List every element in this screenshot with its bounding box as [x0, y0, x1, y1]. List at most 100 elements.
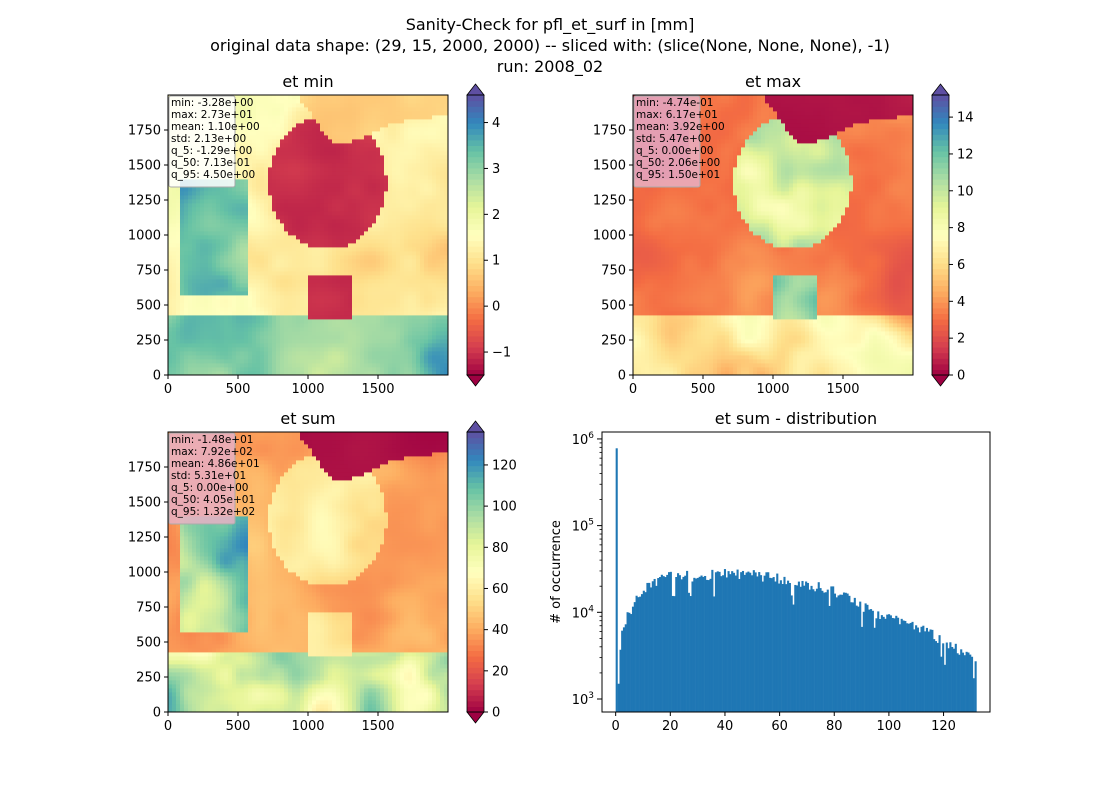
heatmap-cell [172, 239, 177, 244]
heatmap-cell [252, 191, 257, 196]
heatmap-cell [188, 367, 193, 372]
heatmap-cell [304, 207, 309, 212]
heatmap-cell [276, 211, 281, 216]
heatmap-cell [392, 183, 397, 188]
heatmap-cell [352, 279, 357, 284]
heatmap-cell [392, 307, 397, 312]
heatmap-cell [312, 103, 317, 108]
heatmap-cell [444, 263, 449, 268]
heatmap-cell [232, 299, 237, 304]
heatmap-cell [372, 151, 377, 156]
heatmap-cell [360, 323, 365, 328]
heatmap-cell [344, 139, 349, 144]
heatmap-cell [364, 351, 369, 356]
heatmap-cell [176, 335, 181, 340]
heatmap-cell [188, 371, 193, 376]
heatmap-cell [388, 283, 393, 288]
heatmap-cell [364, 115, 369, 120]
heatmap-cell [256, 283, 261, 288]
heatmap-cell [404, 335, 409, 340]
heatmap-cell [284, 199, 289, 204]
heatmap-cell [272, 267, 277, 272]
heatmap-cell [312, 299, 317, 304]
heatmap-cell [428, 111, 433, 116]
heatmap-cell [392, 355, 397, 360]
heatmap-cell [432, 371, 437, 376]
heatmap-cell [360, 207, 365, 212]
heatmap-cell [404, 291, 409, 296]
heatmap-cell [360, 171, 365, 176]
heatmap-cell [444, 351, 449, 356]
heatmap-cell [400, 155, 405, 160]
heatmap-cell [268, 307, 273, 312]
heatmap-cell [288, 103, 293, 108]
heatmap-cell [256, 271, 261, 276]
heatmap-cell [316, 115, 321, 120]
heatmap-cell [320, 311, 325, 316]
heatmap-cell [176, 191, 181, 196]
heatmap-cell [352, 339, 357, 344]
heatmap-cell [428, 339, 433, 344]
heatmap-cell [440, 323, 445, 328]
heatmap-cell [372, 251, 377, 256]
heatmap-cell [360, 163, 365, 168]
heatmap-cell [420, 271, 425, 276]
heatmap-cell [200, 275, 205, 280]
heatmap-cell [232, 367, 237, 372]
heatmap-cell [376, 331, 381, 336]
heatmap-cell [320, 271, 325, 276]
heatmap-cell [308, 243, 313, 248]
heatmap-cell [252, 343, 257, 348]
heatmap-cell [288, 367, 293, 372]
heatmap-cell [260, 239, 265, 244]
heatmap-cell [388, 267, 393, 272]
heatmap-cell [416, 267, 421, 272]
heatmap-cell [220, 371, 225, 376]
heatmap-cell [292, 171, 297, 176]
heatmap-cell [392, 235, 397, 240]
heatmap-cell [248, 275, 253, 280]
heatmap-cell [260, 95, 265, 100]
heatmap-cell [244, 291, 249, 296]
heatmap-cell [356, 287, 361, 292]
heatmap-cell [388, 131, 393, 136]
heatmap-cell [248, 119, 253, 124]
heatmap-cell [432, 251, 437, 256]
heatmap-cell [332, 263, 337, 268]
heatmap-cell [344, 307, 349, 312]
heatmap-cell [320, 223, 325, 228]
heatmap-cell [328, 267, 333, 272]
heatmap-cell [224, 311, 229, 316]
heatmap-cell [272, 207, 277, 212]
heatmap-cell [292, 371, 297, 376]
heatmap-cell [172, 187, 177, 192]
heatmap-cell [384, 359, 389, 364]
heatmap-cell [376, 279, 381, 284]
heatmap-cell [440, 191, 445, 196]
heatmap-cell [244, 347, 249, 352]
heatmap-cell [336, 275, 341, 280]
heatmap-cell [176, 207, 181, 212]
heatmap-cell [324, 131, 329, 136]
heatmap-cell [276, 183, 281, 188]
heatmap-cell [356, 267, 361, 272]
heatmap-cell [436, 267, 441, 272]
heatmap-cell [380, 251, 385, 256]
heatmap-cell [204, 355, 209, 360]
heatmap-cell [228, 291, 233, 296]
heatmap-cell [200, 367, 205, 372]
heatmap-cell [216, 319, 221, 324]
heatmap-cell [416, 191, 421, 196]
heatmap-cell [192, 207, 197, 212]
heatmap-cell [380, 275, 385, 280]
heatmap-cell [300, 323, 305, 328]
heatmap-cell [404, 139, 409, 144]
heatmap-cell [268, 111, 273, 116]
heatmap-cell [256, 227, 261, 232]
heatmap-cell [236, 311, 241, 316]
heatmap-cell [420, 243, 425, 248]
heatmap-cell [352, 171, 357, 176]
heatmap-cell [408, 279, 413, 284]
heatmap-cell [300, 123, 305, 128]
heatmap-cell [316, 99, 321, 104]
